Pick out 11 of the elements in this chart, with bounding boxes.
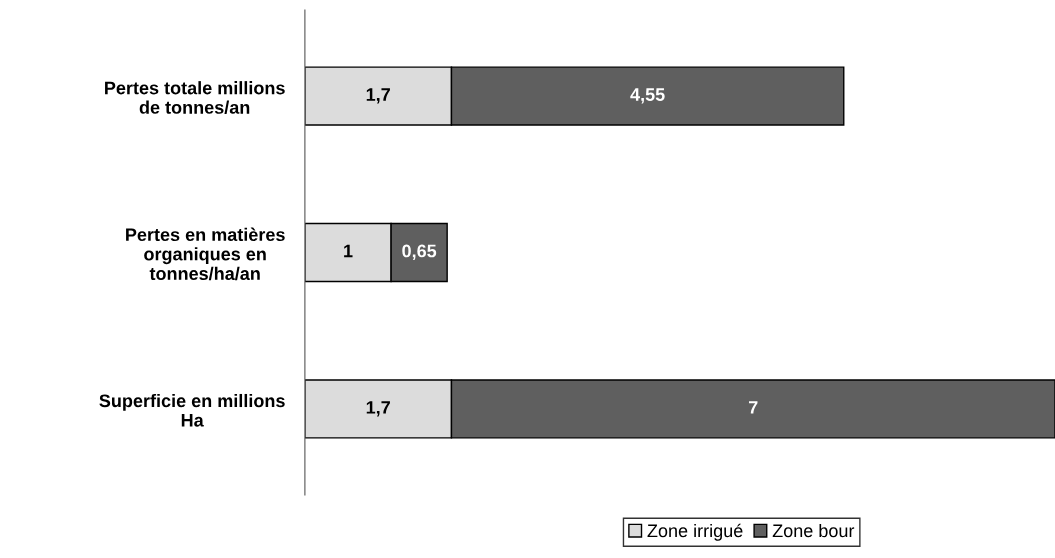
y-tick-label: Pertes totale millions de tonnes/an (105, 81, 285, 115)
data-label: 1 (344, 244, 353, 258)
y-tick-label: Pertes en matières organiques en tonnes/ha/an (126, 227, 285, 281)
data-label: 1,7 (366, 88, 390, 104)
data-label: 4,55 (630, 88, 665, 104)
legend-label: Zone bour (772, 523, 855, 538)
legend-label: Zone irrigué (647, 523, 743, 541)
data-label: 1,7 (366, 401, 390, 417)
data-label: 0,65 (402, 244, 437, 260)
y-tick-label: Superficie en millions Ha (99, 393, 285, 427)
data-label: 7 (748, 401, 758, 414)
